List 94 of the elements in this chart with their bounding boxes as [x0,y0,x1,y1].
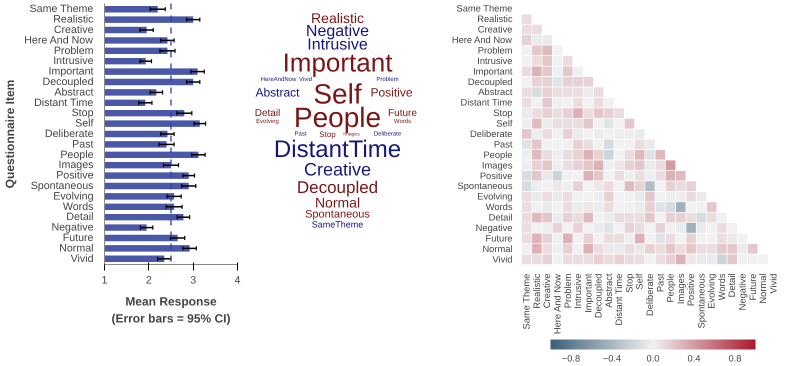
x-tick-label: Words [716,273,727,300]
y-tick-label: Creative [54,24,94,36]
y-tick-label: People [60,148,94,161]
color-bar-label: −0.8 [562,354,580,364]
category-label: Detail [254,108,280,119]
y-tick-label: Abstract [478,87,513,98]
x-tick-label: 3 [190,274,196,286]
y-tick-label: Deliberate [44,128,94,140]
x-tick-label: Abstract [604,273,614,308]
y-tick-label: People [483,150,512,160]
x-tick-label: Deliberate [645,273,655,316]
x-tick-label: Normal [758,274,768,304]
y-tick-label: Intrusive [53,55,94,68]
y-tick-label: Distant Time [460,98,512,108]
y-tick-label: Self [75,118,94,130]
x-tick-label: Self [634,273,645,290]
y-tick-label: Spontaneous [30,180,94,192]
y-tick-label: Realistic [477,14,513,24]
y-tick-label: Problem [54,44,94,57]
y-tick-label: Spontaneous [458,181,513,192]
x-tick-label: Future [748,273,758,300]
x-tick-label: Evolving [706,273,717,309]
y-tick-label: Images [482,160,513,170]
y-tick-label: Negative [476,222,513,233]
y-tick-label: Here And Now [452,35,512,46]
category-label: Future [388,108,418,119]
x-tick-label: Stop [624,273,634,293]
y-tick-label: Problem [478,45,513,56]
y-tick-label: Future [486,233,513,244]
y-tick-label: Decoupled [468,76,513,87]
x-tick-label: Realistic [532,273,542,309]
category-label: Self [313,78,362,110]
y-tick-label: Detail [66,211,94,224]
category-label: Abstract [255,86,300,100]
x-tick-label: 2 [146,274,152,286]
y-tick-label: Stop [72,107,94,120]
y-tick-label: Important [48,66,94,78]
y-tick-label: Normal [482,244,512,254]
x-tick-label: People [666,274,676,303]
x-tick-label: Spontaneous [696,273,706,328]
x-tick-label: Images [676,273,686,304]
category-label: Creative [304,160,372,180]
y-tick-label: Negative [51,222,94,234]
y-tick-label: Vivid [492,254,513,264]
y-tick-label: Positive [56,170,94,182]
y-tick-label: Deliberate [470,129,513,139]
y-tick-label: Creative [478,24,513,35]
x-axis-title: Mean Response (Error bars = 95% CI) [111,294,231,326]
color-bar-label: −0.4 [602,354,622,364]
x-tick-label: Positive [686,273,696,306]
y-tick-label: Realistic [53,14,94,26]
x-tick-label: Intrusive [573,273,584,309]
category-label: Decoupled [296,178,378,197]
y-tick-label: Distant Time [34,96,94,109]
y-tick-label: Images [58,159,94,172]
y-axis-title: Questionnaire Item [3,80,18,188]
y-tick-label: Decoupled [42,76,94,88]
x-tick-label: Problem [562,273,573,308]
y-tick-label: Evolving [477,192,513,202]
y-tick-label: Self [496,118,513,129]
y-tick-label: Evolving [53,190,94,202]
x-tick-label: Distant Time [614,274,624,326]
category-label: Positive [370,86,413,100]
y-tick-label: Words [62,200,94,213]
category-label: Spontaneous [305,208,370,221]
x-tick-label: Important [583,273,594,313]
x-tick-label: Vivid [768,273,778,294]
x-tick-label: Decoupled [594,273,604,318]
y-tick-label: Vivid [70,252,94,265]
x-tick-label: Past [655,273,666,292]
x-tick-label: 4 [234,274,241,286]
y-tick-label: Normal [59,242,94,254]
y-tick-label: Same Theme [30,3,94,16]
y-tick-label: Words [486,202,513,212]
category-label: SameTheme [312,220,364,230]
y-tick-label: Past [72,138,94,150]
x-tick-label: Negative [738,273,748,310]
y-tick-label: Stop [493,108,513,118]
color-bar-label: 0.8 [728,354,742,364]
y-tick-label: Important [473,66,513,76]
y-tick-label: Future [62,232,94,244]
x-tick-label: Detail [727,273,738,298]
y-tick-label: Same Theme [456,4,512,14]
y-tick-label: Positive [480,170,513,181]
x-tick-label: Here And Now [552,274,562,334]
y-tick-label: Detail [488,212,513,223]
y-tick-label: Past [494,139,513,150]
color-bar-label: 0.0 [646,354,660,364]
y-tick-label: Intrusive [477,56,513,66]
y-tick-label: Abstract [54,86,94,98]
x-tick-label: Creative [542,273,552,308]
x-tick-label: 1 [102,274,108,286]
color-bar-label: 0.4 [688,354,700,364]
y-tick-label: Here And Now [24,34,94,46]
